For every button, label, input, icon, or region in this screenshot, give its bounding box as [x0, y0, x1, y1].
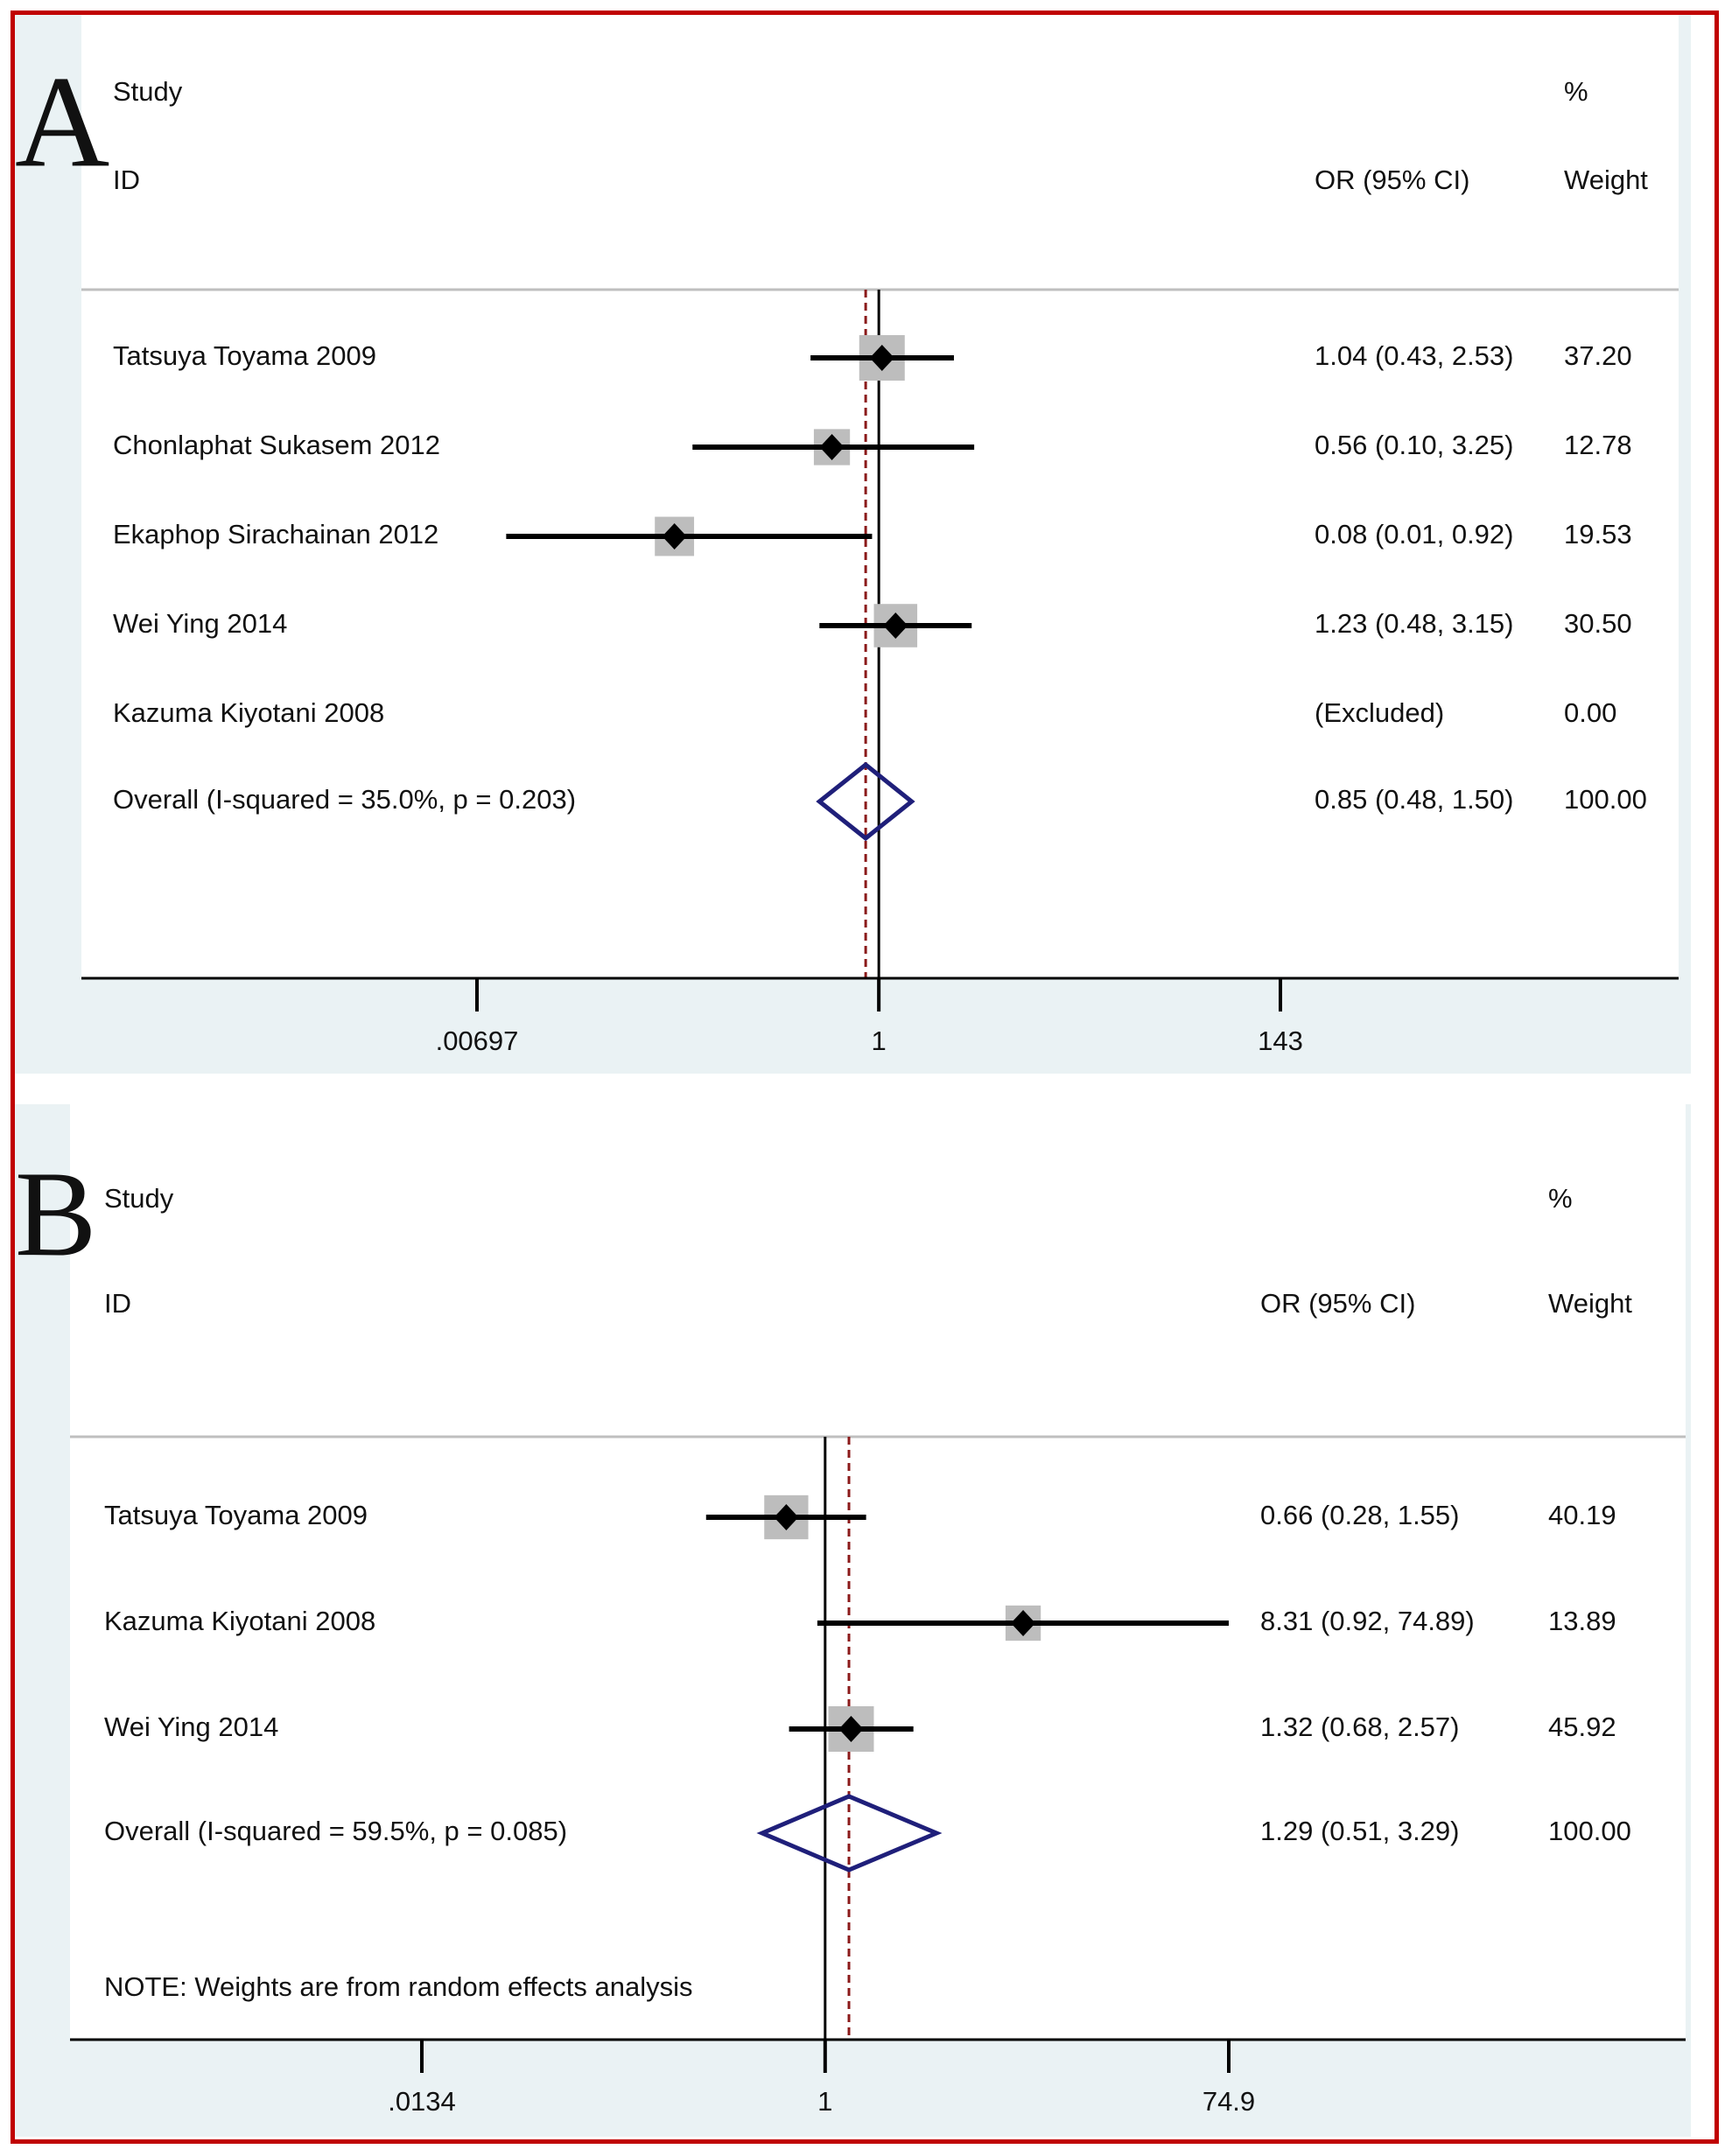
point-estimate	[883, 612, 908, 639]
study-name: Wei Ying 2014	[113, 608, 287, 639]
overall-weight: 100.00	[1564, 784, 1647, 815]
header-percent: %	[1548, 1183, 1573, 1214]
header-id: ID	[104, 1288, 131, 1319]
study-or-ci: (Excluded)	[1315, 697, 1444, 728]
overall-or-ci: 1.29 (0.51, 3.29)	[1260, 1816, 1460, 1846]
study-name: Tatsuya Toyama 2009	[113, 340, 376, 371]
header-weight: Weight	[1564, 164, 1648, 195]
x-tick-label: 143	[1258, 1026, 1303, 1056]
study-name: Ekaphop Sirachainan 2012	[113, 519, 438, 550]
study-name: Chonlaphat Sukasem 2012	[113, 430, 440, 460]
header-or-ci: OR (95% CI)	[1315, 164, 1469, 195]
study-weight: 45.92	[1548, 1712, 1616, 1742]
footnote: NOTE: Weights are from random effects an…	[104, 1971, 693, 2002]
header-study: Study	[113, 76, 183, 107]
study-weight: 40.19	[1548, 1500, 1616, 1530]
study-or-ci: 0.56 (0.10, 3.25)	[1315, 430, 1514, 460]
study-or-ci: 1.23 (0.48, 3.15)	[1315, 608, 1514, 639]
study-weight: 30.50	[1564, 608, 1632, 639]
study-name: Tatsuya Toyama 2009	[104, 1500, 368, 1530]
study-name: Wei Ying 2014	[104, 1712, 278, 1742]
point-estimate	[774, 1504, 799, 1530]
x-tick-label: 1	[872, 1026, 887, 1056]
overall-label: Overall (I-squared = 59.5%, p = 0.085)	[104, 1816, 567, 1846]
overall-or-ci: 0.85 (0.48, 1.50)	[1315, 784, 1514, 815]
x-tick-label: .00697	[436, 1026, 519, 1056]
header-id: ID	[113, 164, 140, 195]
header-percent: %	[1564, 76, 1588, 107]
study-name: Kazuma Kiyotani 2008	[113, 697, 384, 728]
overall-diamond	[816, 761, 915, 842]
point-estimate	[662, 523, 687, 550]
x-tick-label: 1	[817, 2086, 832, 2117]
study-weight: 19.53	[1564, 519, 1632, 550]
panel-letter: A	[15, 49, 109, 194]
x-tick-label: 74.9	[1203, 2086, 1255, 2117]
panel-letter: B	[15, 1146, 96, 1282]
point-estimate	[838, 1716, 864, 1742]
header-study: Study	[104, 1183, 174, 1214]
study-or-ci: 1.04 (0.43, 2.53)	[1315, 340, 1514, 371]
study-or-ci: 1.32 (0.68, 2.57)	[1260, 1712, 1460, 1742]
study-or-ci: 0.08 (0.01, 0.92)	[1315, 519, 1514, 550]
study-weight: 13.89	[1548, 1606, 1616, 1636]
overall-weight: 100.00	[1548, 1816, 1631, 1846]
point-estimate	[819, 434, 845, 460]
study-weight: 0.00	[1564, 697, 1616, 728]
point-estimate	[869, 345, 894, 371]
figure-frame	[11, 10, 1719, 2144]
overall-diamond	[756, 1794, 943, 1872]
study-name: Kazuma Kiyotani 2008	[104, 1606, 375, 1636]
study-weight: 37.20	[1564, 340, 1632, 371]
overall-label: Overall (I-squared = 35.0%, p = 0.203)	[113, 784, 576, 815]
header-or-ci: OR (95% CI)	[1260, 1288, 1415, 1319]
header-weight: Weight	[1548, 1288, 1632, 1319]
x-tick-label: .0134	[388, 2086, 456, 2117]
point-estimate	[1011, 1610, 1036, 1636]
study-or-ci: 8.31 (0.92, 74.89)	[1260, 1606, 1475, 1636]
plot-area	[70, 1104, 1686, 2040]
study-weight: 12.78	[1564, 430, 1632, 460]
study-or-ci: 0.66 (0.28, 1.55)	[1260, 1500, 1460, 1530]
